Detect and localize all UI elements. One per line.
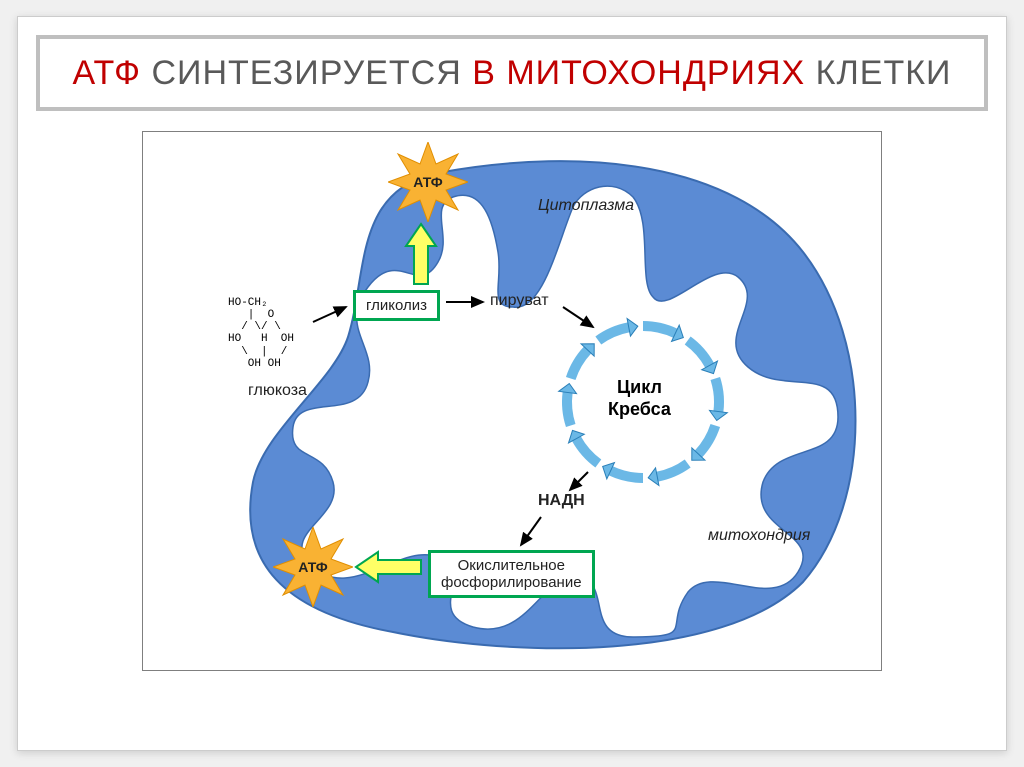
krebs-line1: Цикл [617, 377, 662, 397]
pyruvate-label: пируват [490, 292, 549, 310]
slide: АТФ СИНТЕЗИРУЕТСЯ В МИТОХОНДРИЯХ КЛЕТКИ … [17, 16, 1007, 751]
arrow-cycle-nadh [570, 472, 588, 490]
glucose-label: глюкоза [248, 382, 307, 400]
cytoplasm-label: Цитоплазма [538, 197, 634, 215]
slide-title: АТФ СИНТЕЗИРУЕТСЯ В МИТОХОНДРИЯХ КЛЕТКИ [36, 35, 988, 111]
nadh-label: НАДН [538, 492, 585, 510]
arrow-pyruvate-cycle [563, 307, 593, 327]
title-part-1: АТФ [73, 54, 142, 92]
title-part-3: В МИТОХОНДРИЯХ [472, 54, 805, 92]
title-part-2: СИНТЕЗИРУЕТСЯ [141, 54, 472, 92]
arrow-nadh-oxphos [521, 517, 541, 545]
mitochondrion-label: митохондрия [708, 527, 810, 545]
title-part-4: КЛЕТКИ [805, 54, 951, 92]
krebs-cycle-label: Цикл Кребса [608, 377, 671, 420]
arrow-glucose-glycolysis [313, 307, 346, 322]
krebs-line2: Кребса [608, 399, 671, 419]
diagram: HO-CH₂ | O / \/ \ HO H OH \ | / OH OH АТ… [142, 131, 882, 671]
thin-arrows [143, 132, 883, 672]
